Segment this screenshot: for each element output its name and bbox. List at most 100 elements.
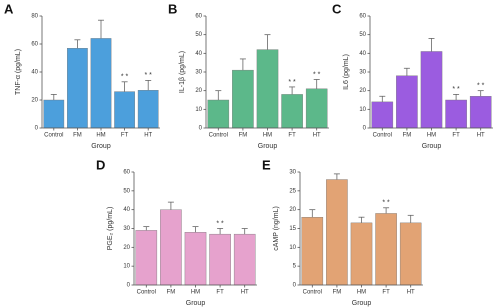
y-tick-label: 10 <box>359 107 366 113</box>
y-tick-label: 80 <box>31 14 38 20</box>
x-tick-label: HT <box>477 133 485 139</box>
bar <box>207 99 230 129</box>
x-tick-label: FT <box>288 133 296 139</box>
panel-label: E <box>262 157 271 172</box>
y-tick-label: 20 <box>289 207 296 213</box>
y-tick-label: 10 <box>289 245 296 251</box>
bar <box>281 94 303 129</box>
y-axis-label: PGE₂ (pg/mL) <box>107 207 114 251</box>
x-tick-label: FT <box>382 290 390 296</box>
x-tick-label: HM <box>191 290 200 296</box>
significance-mark: * * <box>288 79 296 86</box>
bar <box>396 75 418 129</box>
bar <box>326 179 348 286</box>
y-tick-label: 10 <box>123 264 130 270</box>
bar <box>469 96 492 129</box>
y-axis-label: cAMP (ng/mL) <box>273 206 280 251</box>
panel-label: D <box>96 157 105 172</box>
bar <box>233 233 256 286</box>
y-axis-label: IL-1β (pg/mL) <box>179 51 186 93</box>
bar <box>445 99 467 129</box>
y-tick-label: 10 <box>195 107 202 113</box>
y-tick-label: 20 <box>123 245 130 251</box>
y-tick-label: 60 <box>195 14 202 20</box>
y-tick-label: 20 <box>31 98 38 104</box>
x-tick-label: Control <box>44 133 63 139</box>
x-tick-label: FM <box>333 290 342 296</box>
x-tick-label: HM <box>263 133 272 139</box>
bar <box>114 91 135 129</box>
x-tick-label: HM <box>427 133 436 139</box>
bar <box>375 213 397 286</box>
bar <box>67 48 88 129</box>
significance-mark: * * <box>216 220 224 227</box>
bar <box>43 99 65 129</box>
y-tick-label: 40 <box>195 51 202 57</box>
x-tick-label: FM <box>239 133 248 139</box>
y-tick-label: 20 <box>359 88 366 94</box>
bar <box>305 88 328 129</box>
x-tick-label: HT <box>241 290 249 296</box>
x-tick-label: FT <box>216 290 224 296</box>
y-tick-label: 0 <box>199 126 203 132</box>
x-tick-label: HM <box>357 290 366 296</box>
panel-label: C <box>332 1 342 16</box>
bar <box>232 69 254 129</box>
bar <box>256 49 279 129</box>
y-axis-label: TNF-α (pg/mL) <box>15 49 22 95</box>
y-tick-label: 0 <box>127 283 131 289</box>
panel-label: A <box>4 1 14 16</box>
x-tick-label: HT <box>407 290 415 296</box>
x-tick-label: FM <box>403 133 412 139</box>
y-tick-label: 40 <box>123 207 130 213</box>
bar <box>209 233 231 286</box>
x-tick-label: FT <box>452 133 460 139</box>
x-tick-label: FM <box>73 133 82 139</box>
y-tick-label: 60 <box>359 14 366 20</box>
bar <box>371 101 394 129</box>
significance-mark: * * <box>121 74 129 81</box>
significance-mark: * * <box>382 200 390 207</box>
significance-mark: * * <box>477 83 485 90</box>
y-tick-label: 60 <box>123 170 130 176</box>
bar <box>399 222 422 286</box>
y-tick-label: 5 <box>293 264 297 270</box>
bar <box>135 230 158 286</box>
y-tick-label: 30 <box>359 70 366 76</box>
y-tick-label: 50 <box>359 32 366 38</box>
bar <box>301 216 324 286</box>
y-tick-label: 50 <box>195 32 202 38</box>
significance-mark: * * <box>452 86 460 93</box>
x-axis-label: Group <box>186 300 206 307</box>
panel-label: B <box>168 1 177 16</box>
y-axis-label: IL6 (pg/mL) <box>343 54 350 90</box>
x-tick-label: HT <box>313 133 321 139</box>
bar <box>137 89 159 129</box>
y-tick-label: 50 <box>123 188 130 194</box>
bar <box>160 209 182 286</box>
x-tick-label: HT <box>144 133 152 139</box>
x-axis-label: Group <box>422 143 442 150</box>
y-tick-label: 30 <box>195 70 202 76</box>
x-tick-label: Control <box>209 133 228 139</box>
x-tick-label: FM <box>167 290 176 296</box>
bar <box>184 232 207 286</box>
y-tick-label: 20 <box>195 88 202 94</box>
x-axis-label: Group <box>91 143 111 150</box>
x-axis-label: Group <box>258 143 278 150</box>
bar <box>90 38 112 129</box>
bar <box>420 51 443 129</box>
y-tick-label: 0 <box>293 283 297 289</box>
y-tick-label: 60 <box>31 42 38 48</box>
y-tick-label: 30 <box>123 226 130 232</box>
x-tick-label: Control <box>303 290 322 296</box>
y-tick-label: 30 <box>289 170 296 176</box>
x-tick-label: Control <box>373 133 392 139</box>
x-axis-label: Group <box>352 300 372 307</box>
y-tick-label: 40 <box>31 70 38 76</box>
x-tick-label: HM <box>96 133 105 139</box>
significance-mark: * * <box>313 71 321 78</box>
x-tick-label: FT <box>121 133 129 139</box>
bar <box>350 222 373 286</box>
